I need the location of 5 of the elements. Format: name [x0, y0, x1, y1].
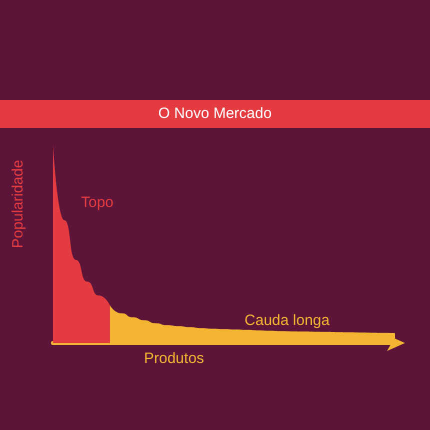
x-axis-title: Produtos: [144, 350, 204, 367]
y-axis-title: Popularidade: [10, 160, 26, 248]
chart-title: O Novo Mercado: [158, 105, 272, 122]
series-label: Cauda longa: [244, 312, 330, 329]
series-label: Topo: [81, 194, 114, 211]
